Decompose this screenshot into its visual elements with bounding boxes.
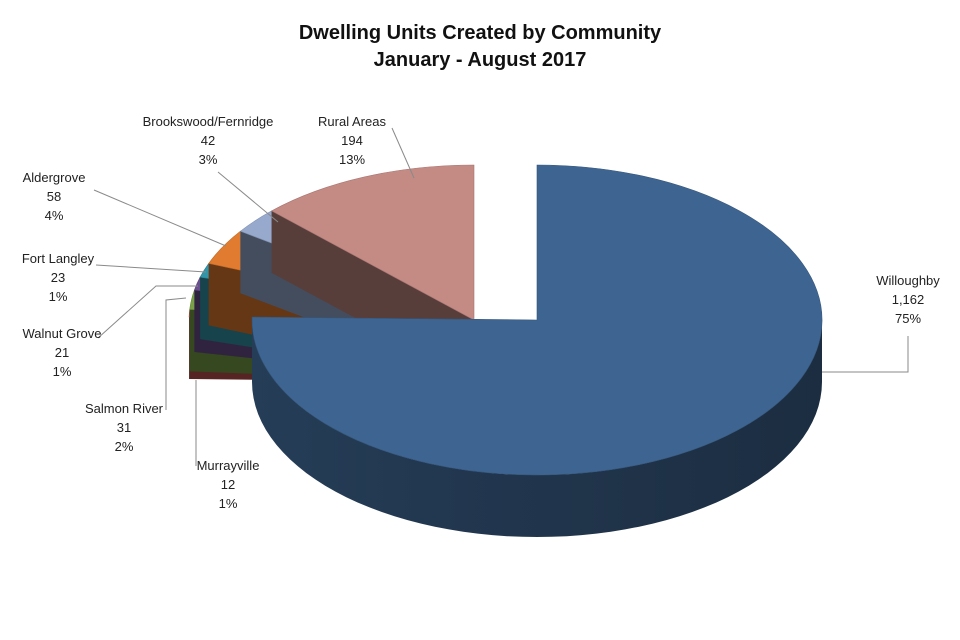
- data-label-line: Willoughby: [876, 273, 940, 288]
- data-label-line: Fort Langley: [22, 251, 95, 266]
- data-label-salmon-river: Salmon River 31 2%: [85, 401, 164, 454]
- data-label-line: 13%: [339, 152, 365, 167]
- data-label-line: 12: [221, 477, 235, 492]
- leader-line-rural-areas: [391, 127, 415, 179]
- chart-subtitle-line: January - August 2017: [373, 49, 587, 71]
- data-label-line: Walnut Grove: [23, 326, 102, 341]
- data-label-line: 4%: [45, 208, 64, 223]
- data-label-line: Murrayville: [197, 458, 260, 473]
- data-label-brookswood-fernridge: Brookswood/Fernridge 42 3%: [143, 114, 274, 167]
- data-label-line: 1%: [219, 496, 238, 511]
- data-label-line: 75%: [895, 311, 921, 326]
- data-label-line: 2%: [115, 439, 134, 454]
- data-label-line: Salmon River: [85, 401, 164, 416]
- data-label-line: 58: [47, 189, 61, 204]
- data-label-line: 1%: [49, 289, 68, 304]
- leader-line-willoughby: [822, 336, 909, 373]
- data-label-fort-langley: Fort Langley 23 1%: [22, 251, 95, 304]
- data-label-rural-areas: Rural Areas 194 13%: [318, 114, 386, 167]
- data-label-willoughby: Willoughby 1,162 75%: [876, 273, 940, 326]
- data-label-line: 3%: [199, 152, 218, 167]
- leader-line-walnut-grove: [97, 285, 198, 339]
- leader-line-aldergrove: [93, 189, 227, 247]
- data-label-line: 194: [341, 133, 363, 148]
- data-label-walnut-grove: Walnut Grove 21 1%: [23, 326, 102, 379]
- chart-title: Dwelling Units Created by Community Janu…: [0, 20, 960, 74]
- data-label-line: Aldergrove: [23, 170, 86, 185]
- slice-willoughby: [251, 164, 823, 537]
- data-label-line: 1,162: [892, 292, 925, 307]
- data-label-line: 23: [51, 270, 65, 285]
- data-label-aldergrove: Aldergrove 58 4%: [23, 170, 86, 223]
- leader-line-fort-langley: [95, 264, 207, 273]
- leader-line-brookswood-fernridge: [217, 171, 279, 223]
- chart-title-line: Dwelling Units Created by Community: [298, 22, 662, 44]
- pie-slices: [188, 164, 823, 537]
- data-label-murrayville: Murrayville 12 1%: [197, 458, 260, 511]
- data-label-line: 21: [55, 345, 69, 360]
- data-label-line: Rural Areas: [318, 114, 386, 129]
- data-label-line: 42: [201, 133, 215, 148]
- leader-line-salmon-river: [165, 297, 187, 410]
- data-label-line: 31: [117, 420, 131, 435]
- data-label-line: 1%: [53, 364, 72, 379]
- pie-labels: Willoughby 1,162 75% Murrayville 12 1% Salmon …: [22, 114, 940, 511]
- data-label-line: Brookswood/Fernridge: [143, 114, 274, 129]
